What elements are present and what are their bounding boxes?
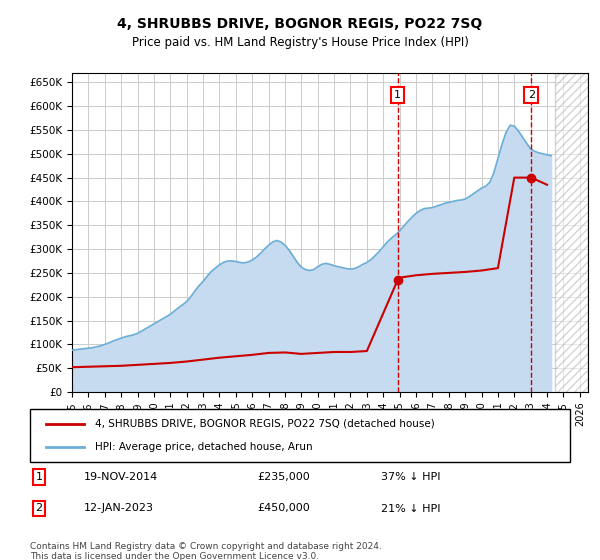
Text: 2: 2 bbox=[35, 503, 43, 514]
Text: £235,000: £235,000 bbox=[257, 472, 310, 482]
Text: 4, SHRUBBS DRIVE, BOGNOR REGIS, PO22 7SQ (detached house): 4, SHRUBBS DRIVE, BOGNOR REGIS, PO22 7SQ… bbox=[95, 419, 434, 429]
Text: 2: 2 bbox=[528, 90, 535, 100]
Text: Contains HM Land Registry data © Crown copyright and database right 2024.
This d: Contains HM Land Registry data © Crown c… bbox=[30, 542, 382, 560]
Text: 12-JAN-2023: 12-JAN-2023 bbox=[84, 503, 154, 514]
FancyBboxPatch shape bbox=[30, 409, 570, 462]
Text: 37% ↓ HPI: 37% ↓ HPI bbox=[381, 472, 440, 482]
Text: Price paid vs. HM Land Registry's House Price Index (HPI): Price paid vs. HM Land Registry's House … bbox=[131, 36, 469, 49]
Text: 21% ↓ HPI: 21% ↓ HPI bbox=[381, 503, 440, 514]
Text: 19-NOV-2014: 19-NOV-2014 bbox=[84, 472, 158, 482]
Text: £450,000: £450,000 bbox=[257, 503, 310, 514]
Text: HPI: Average price, detached house, Arun: HPI: Average price, detached house, Arun bbox=[95, 442, 313, 452]
Text: 1: 1 bbox=[35, 472, 43, 482]
Text: 4, SHRUBBS DRIVE, BOGNOR REGIS, PO22 7SQ: 4, SHRUBBS DRIVE, BOGNOR REGIS, PO22 7SQ bbox=[118, 17, 482, 31]
Text: 1: 1 bbox=[394, 90, 401, 100]
